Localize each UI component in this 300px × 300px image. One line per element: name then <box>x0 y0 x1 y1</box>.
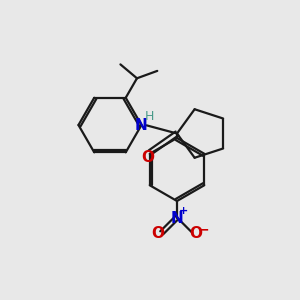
Text: +: + <box>178 206 188 217</box>
Text: N: N <box>171 211 183 226</box>
Text: H: H <box>145 110 154 123</box>
Text: O: O <box>152 226 165 241</box>
Text: O: O <box>141 150 154 165</box>
Text: N: N <box>135 118 148 133</box>
Text: O: O <box>189 226 203 241</box>
Text: −: − <box>198 223 209 237</box>
